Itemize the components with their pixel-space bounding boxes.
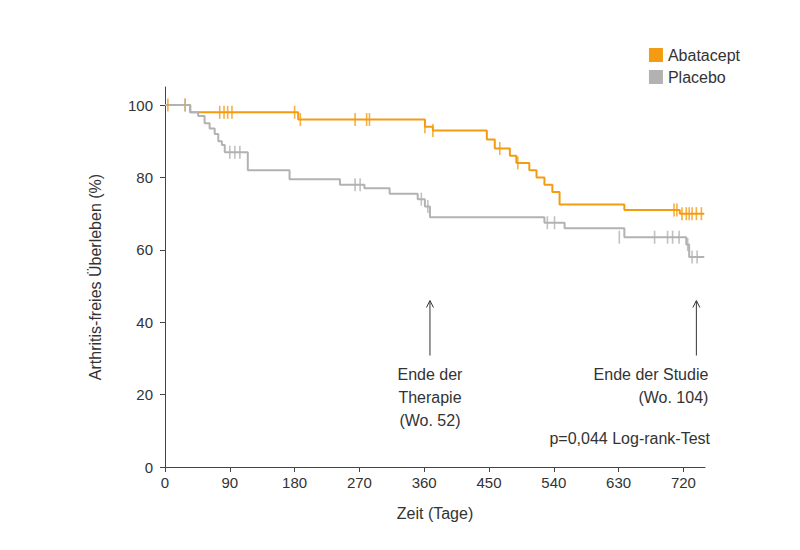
svg-text:Zeit (Tage): Zeit (Tage) [397,505,473,522]
svg-text:100: 100 [128,97,153,114]
svg-text:540: 540 [541,474,566,491]
svg-text:720: 720 [671,474,696,491]
svg-text:Placebo: Placebo [668,69,726,86]
svg-text:40: 40 [136,314,153,331]
svg-text:20: 20 [136,386,153,403]
svg-text:Ende der Studie: Ende der Studie [594,366,709,383]
svg-text:450: 450 [476,474,501,491]
svg-text:p=0,044 Log-rank-Test: p=0,044 Log-rank-Test [549,430,710,447]
svg-text:630: 630 [606,474,631,491]
svg-text:Ende der: Ende der [397,366,463,383]
svg-text:60: 60 [136,241,153,258]
svg-text:Therapie: Therapie [398,389,461,406]
svg-text:(Wo. 52): (Wo. 52) [399,412,460,429]
svg-text:Arthritis-freies Überleben (%): Arthritis-freies Überleben (%) [87,174,104,380]
svg-text:80: 80 [136,169,153,186]
svg-text:360: 360 [412,474,437,491]
svg-text:90: 90 [221,474,238,491]
svg-text:Abatacept: Abatacept [668,47,741,64]
svg-text:180: 180 [282,474,307,491]
svg-text:(Wo. 104): (Wo. 104) [638,389,708,406]
svg-text:0: 0 [161,474,169,491]
svg-text:270: 270 [347,474,372,491]
svg-text:0: 0 [145,459,153,476]
